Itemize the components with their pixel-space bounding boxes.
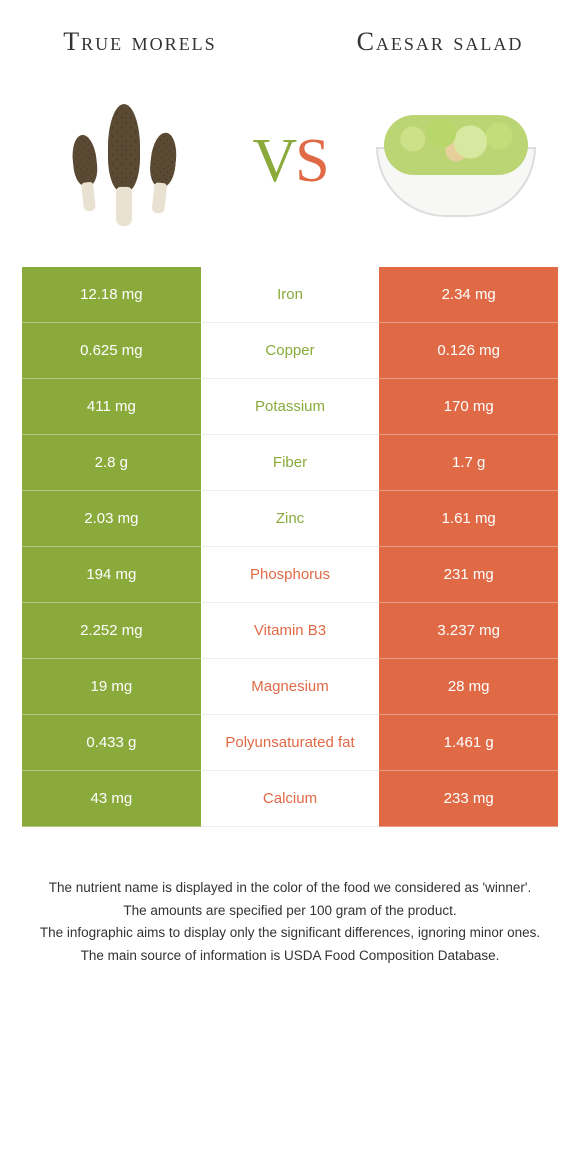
vs-s: S xyxy=(295,127,327,195)
morels-illustration xyxy=(34,82,214,242)
right-value: 1.7 g xyxy=(379,435,558,491)
table-row: 411 mgPotassium170 mg xyxy=(22,379,558,435)
vs-label: VS xyxy=(252,126,327,197)
left-food-title: True morels xyxy=(40,28,240,57)
nutrient-name: Polyunsaturated fat xyxy=(201,715,380,771)
left-value: 194 mg xyxy=(22,547,201,603)
salad-illustration xyxy=(366,82,546,242)
footnote-1: The nutrient name is displayed in the co… xyxy=(30,877,550,900)
table-row: 43 mgCalcium233 mg xyxy=(22,771,558,827)
table-row: 0.433 gPolyunsaturated fat1.461 g xyxy=(22,715,558,771)
table-row: 2.252 mgVitamin B33.237 mg xyxy=(22,603,558,659)
right-value: 233 mg xyxy=(379,771,558,827)
left-value: 0.625 mg xyxy=(22,323,201,379)
vs-v: V xyxy=(252,127,295,195)
nutrient-name: Vitamin B3 xyxy=(201,603,380,659)
footer-notes: The nutrient name is displayed in the co… xyxy=(0,827,580,969)
nutrient-name: Phosphorus xyxy=(201,547,380,603)
left-value: 2.03 mg xyxy=(22,491,201,547)
table-row: 19 mgMagnesium28 mg xyxy=(22,659,558,715)
table-row: 12.18 mgIron2.34 mg xyxy=(22,267,558,323)
footnote-4: The main source of information is USDA F… xyxy=(30,945,550,968)
nutrient-name: Copper xyxy=(201,323,380,379)
left-value: 12.18 mg xyxy=(22,267,201,323)
right-value: 0.126 mg xyxy=(379,323,558,379)
left-value: 19 mg xyxy=(22,659,201,715)
nutrient-name: Fiber xyxy=(201,435,380,491)
nutrient-name: Magnesium xyxy=(201,659,380,715)
nutrient-name: Zinc xyxy=(201,491,380,547)
right-value: 3.237 mg xyxy=(379,603,558,659)
left-value: 2.8 g xyxy=(22,435,201,491)
header: True morels Caesar salad xyxy=(0,0,580,67)
right-food-title: Caesar salad xyxy=(340,28,540,57)
right-value: 1.61 mg xyxy=(379,491,558,547)
illustration-row: VS xyxy=(0,67,580,267)
left-value: 43 mg xyxy=(22,771,201,827)
table-row: 2.8 gFiber1.7 g xyxy=(22,435,558,491)
right-value: 231 mg xyxy=(379,547,558,603)
left-value: 0.433 g xyxy=(22,715,201,771)
nutrient-name: Iron xyxy=(201,267,380,323)
left-value: 411 mg xyxy=(22,379,201,435)
right-value: 170 mg xyxy=(379,379,558,435)
right-value: 2.34 mg xyxy=(379,267,558,323)
nutrient-name: Calcium xyxy=(201,771,380,827)
nutrient-name: Potassium xyxy=(201,379,380,435)
right-value: 28 mg xyxy=(379,659,558,715)
right-value: 1.461 g xyxy=(379,715,558,771)
table-row: 0.625 mgCopper0.126 mg xyxy=(22,323,558,379)
table-row: 2.03 mgZinc1.61 mg xyxy=(22,491,558,547)
left-value: 2.252 mg xyxy=(22,603,201,659)
comparison-table: 12.18 mgIron2.34 mg0.625 mgCopper0.126 m… xyxy=(22,267,558,827)
footnote-2: The amounts are specified per 100 gram o… xyxy=(30,900,550,923)
table-row: 194 mgPhosphorus231 mg xyxy=(22,547,558,603)
footnote-3: The infographic aims to display only the… xyxy=(30,922,550,945)
